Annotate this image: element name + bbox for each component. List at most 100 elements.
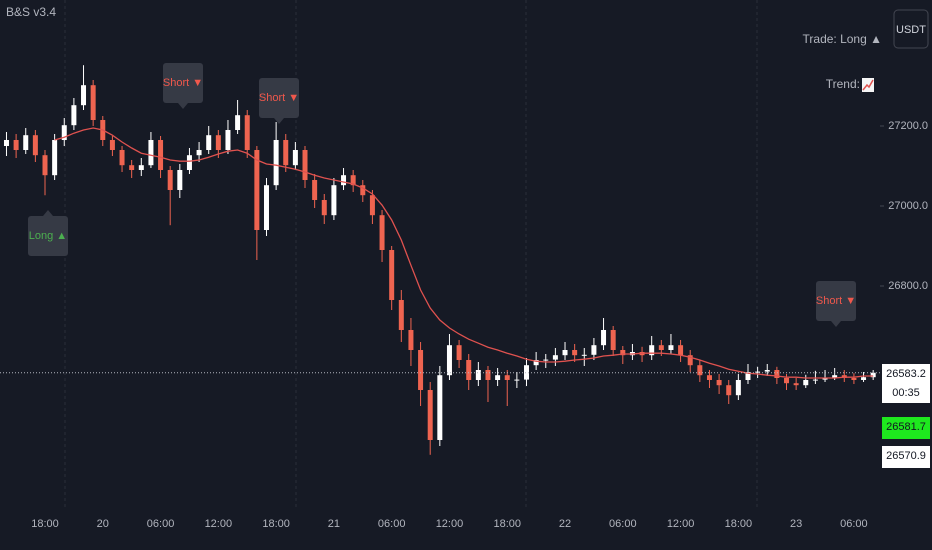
candle-body bbox=[263, 185, 269, 230]
x-tick-label: 06:00 bbox=[609, 518, 637, 530]
candle-body bbox=[71, 105, 77, 126]
candle-body bbox=[109, 140, 115, 150]
price-label: 26570.9 bbox=[886, 450, 926, 462]
trend-icon bbox=[862, 78, 874, 92]
currency-button[interactable] bbox=[893, 9, 929, 49]
candle-body bbox=[292, 150, 298, 166]
candle-body bbox=[706, 375, 712, 380]
x-tick-label: 18:00 bbox=[31, 518, 59, 530]
x-tick-label: 21 bbox=[328, 518, 340, 530]
candle-body bbox=[726, 385, 732, 396]
x-tick-label: 22 bbox=[559, 518, 571, 530]
candle-body bbox=[418, 350, 424, 390]
signal-box bbox=[816, 281, 856, 321]
candle-body bbox=[764, 370, 770, 372]
candle-body bbox=[716, 380, 722, 386]
signal-box bbox=[28, 216, 68, 256]
plot bbox=[3, 65, 876, 455]
candle-body bbox=[244, 115, 250, 150]
candle-body bbox=[466, 360, 472, 380]
candle-body bbox=[745, 372, 751, 380]
candle-body bbox=[312, 180, 318, 200]
candle-body bbox=[572, 350, 578, 356]
candle-body bbox=[812, 379, 818, 381]
candle-body bbox=[389, 250, 395, 300]
signal-label: Short ▼ bbox=[259, 78, 299, 124]
signal-box bbox=[259, 78, 299, 118]
candle-body bbox=[755, 371, 761, 373]
indicator-title: B&S v3.4 bbox=[6, 5, 56, 19]
candle-body bbox=[533, 360, 539, 366]
candle-body bbox=[697, 365, 703, 376]
candle-body bbox=[32, 135, 38, 156]
candle-body bbox=[81, 85, 87, 106]
candle-body bbox=[331, 185, 337, 216]
y-tick-label: 27000.0 bbox=[888, 200, 928, 212]
signal-text: Short ▼ bbox=[259, 92, 299, 104]
signal-label: Long ▲ bbox=[28, 210, 68, 256]
candle-body bbox=[601, 330, 607, 346]
x-tick-label: 20 bbox=[97, 518, 109, 530]
candle-body bbox=[870, 372, 876, 378]
candle-body bbox=[398, 300, 404, 330]
candle-body bbox=[803, 380, 809, 386]
price-label-box bbox=[882, 446, 930, 468]
candle-body bbox=[524, 365, 529, 380]
candle-body bbox=[822, 378, 828, 380]
candle-body bbox=[177, 170, 183, 190]
candle-body bbox=[273, 140, 279, 186]
candle-body bbox=[138, 165, 144, 170]
candle-body bbox=[119, 150, 125, 166]
candle-body bbox=[610, 330, 616, 350]
candle-body bbox=[3, 140, 9, 146]
price-label: 26583.2 bbox=[886, 368, 926, 380]
candle-body bbox=[148, 140, 154, 166]
x-tick-label: 23 bbox=[790, 518, 802, 530]
candle-body bbox=[196, 150, 202, 156]
candle-body bbox=[61, 125, 67, 140]
candle-body bbox=[591, 345, 597, 355]
price-label-box bbox=[882, 417, 930, 439]
signal-pointer bbox=[831, 321, 841, 327]
x-tick-label: 18:00 bbox=[725, 518, 753, 530]
candle-body bbox=[495, 375, 501, 380]
trade-status: Trade: Long ▲ bbox=[803, 32, 882, 46]
x-tick-label: 12:00 bbox=[205, 518, 233, 530]
x-tick-label: 12:00 bbox=[667, 518, 695, 530]
signal-label: Short ▼ bbox=[816, 281, 856, 327]
candle-body bbox=[42, 155, 48, 176]
candle-body bbox=[620, 350, 626, 356]
candle-body bbox=[360, 185, 366, 196]
candle-body bbox=[562, 350, 568, 356]
candle-body bbox=[321, 200, 327, 216]
currency-label[interactable]: USDT bbox=[896, 24, 926, 36]
moving-average-line bbox=[54, 127, 874, 379]
signal-pointer bbox=[178, 103, 188, 109]
x-tick-label: 06:00 bbox=[378, 518, 406, 530]
signal-pointer bbox=[43, 210, 53, 216]
candle-body bbox=[687, 355, 693, 366]
candle-body bbox=[302, 150, 308, 180]
candle-body bbox=[784, 378, 790, 384]
candle-body bbox=[581, 354, 587, 356]
price-label: 26581.7 bbox=[886, 421, 926, 433]
candle-body bbox=[90, 85, 96, 120]
candle-body bbox=[446, 345, 452, 376]
signal-text: Short ▼ bbox=[816, 295, 856, 307]
candle-body bbox=[283, 140, 289, 166]
x-tick-label: 12:00 bbox=[436, 518, 464, 530]
candle-body bbox=[543, 359, 549, 361]
signal-label: Short ▼ bbox=[163, 63, 203, 109]
countdown: 00:35 bbox=[892, 387, 920, 399]
signal-box bbox=[163, 63, 203, 103]
candle-body bbox=[23, 135, 29, 150]
candle-body bbox=[254, 150, 260, 230]
candle-body bbox=[504, 375, 510, 380]
candle-body bbox=[514, 379, 520, 381]
candle-body bbox=[225, 130, 231, 150]
candle-body bbox=[379, 215, 385, 250]
x-tick-label: 06:00 bbox=[840, 518, 868, 530]
